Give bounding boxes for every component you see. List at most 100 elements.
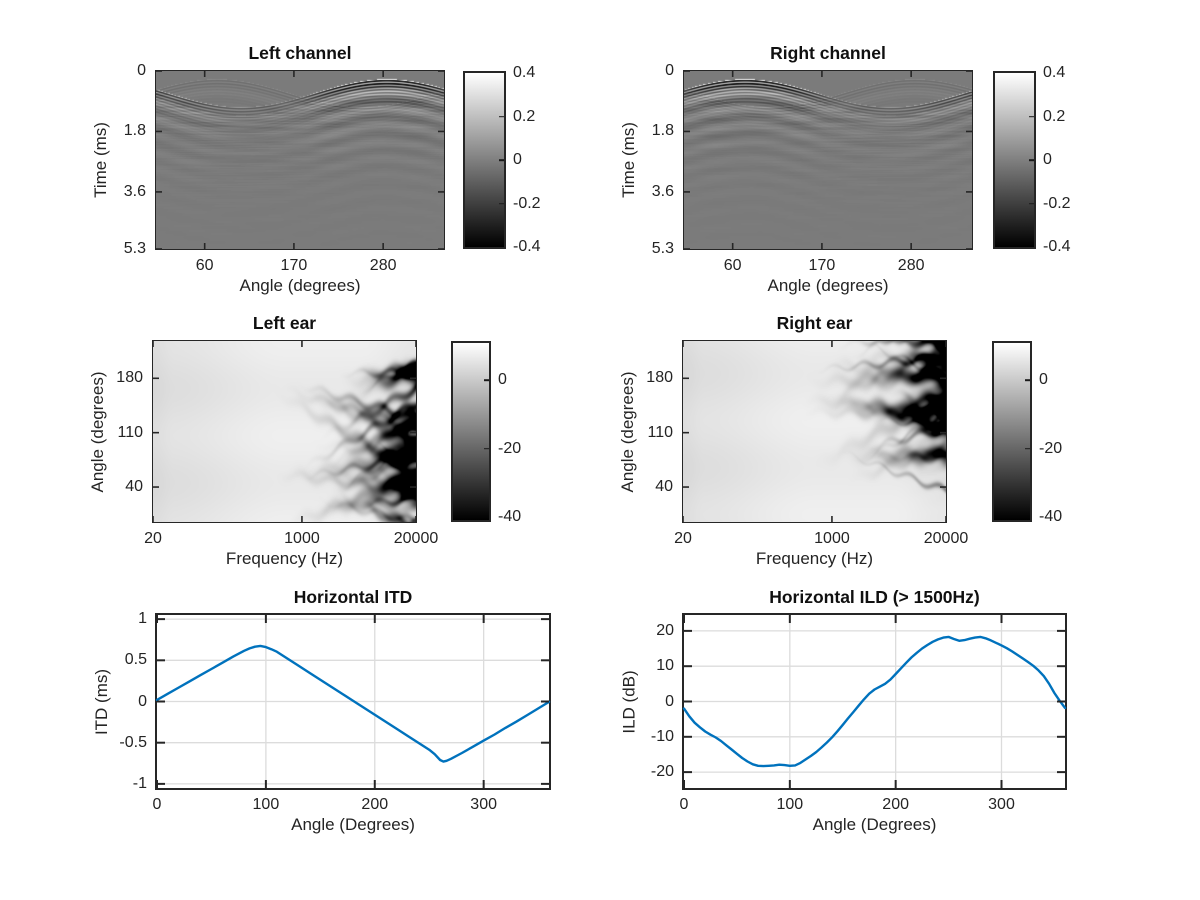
colorbar-tick-label: 0.4 <box>513 64 536 81</box>
colorbar-tick-mark <box>1025 447 1030 450</box>
left-channel-axes-overlay <box>156 70 444 250</box>
right-ear-axes-overlay <box>682 341 947 522</box>
x-tick-label: 60 <box>195 257 214 274</box>
colorbar-tick-label: -0.2 <box>1043 194 1071 212</box>
colorbar-tick-label: -40 <box>1039 507 1063 525</box>
plot-title: Left channel <box>248 43 352 63</box>
y-tick-label: 0 <box>665 692 674 710</box>
colorbar-tick-label: -0.4 <box>513 238 541 255</box>
x-tick-label: 100 <box>252 796 280 813</box>
subplot-right-channel: Right channel Angle (degrees) Time (ms) … <box>619 43 1071 295</box>
right-ear-colorbar: 0 -20 -40 <box>992 341 1062 525</box>
x-tick-label: 280 <box>897 257 925 274</box>
y-tick-label: 0.5 <box>124 651 147 669</box>
x-tick-label: 300 <box>470 796 498 813</box>
x-axis-label: Angle (Degrees) <box>291 815 415 834</box>
y-axis-label: Angle (degrees) <box>88 371 107 492</box>
colorbar-tick-mark <box>1029 159 1034 161</box>
y-tick-label: 5.3 <box>123 240 146 257</box>
left-channel-heatmap <box>156 71 444 249</box>
subplot-left-ear: Left ear Frequency (Hz) Angle (degrees) … <box>88 313 521 568</box>
colorbar-tick-label: -40 <box>498 507 522 525</box>
colorbar-tick-label: 0 <box>1039 371 1048 389</box>
y-tick-label: 10 <box>656 657 674 675</box>
x-tick-label: 170 <box>808 257 836 274</box>
y-tick-label: 20 <box>656 621 674 639</box>
x-tick-label: 100 <box>776 796 804 813</box>
plot-title: Left ear <box>252 313 317 333</box>
colorbar-tick-label: 0 <box>498 371 507 389</box>
y-tick-label: 180 <box>646 369 673 387</box>
colorbar-tick-mark <box>484 379 489 382</box>
y-tick-label: -0.5 <box>119 733 147 751</box>
x-tick-label: 20000 <box>923 530 969 547</box>
y-tick-label: 5.3 <box>651 240 674 257</box>
y-axis-label: ILD (dB) <box>619 669 638 734</box>
horizontal-itd-curve <box>155 644 551 763</box>
x-tick-label: 1000 <box>284 530 320 547</box>
itd-plot-svg <box>155 615 551 788</box>
colorbar-tick-label: -20 <box>1039 439 1063 457</box>
colorbar-tick-mark <box>499 115 504 118</box>
x-tick-label: 1000 <box>814 530 850 547</box>
left-ear-heatmap <box>153 341 416 522</box>
colorbar-tick-label: 0.2 <box>1043 107 1066 125</box>
x-tick-label: 200 <box>361 796 389 813</box>
colorbar-tick-mark <box>1029 202 1034 205</box>
x-tick-label: 170 <box>280 257 308 274</box>
x-axis-label: Angle (degrees) <box>239 276 361 295</box>
right-channel-heatmap <box>684 71 972 249</box>
plot-title: Right ear <box>776 313 853 333</box>
x-tick-label: 200 <box>882 796 910 813</box>
ild-plot-svg <box>682 615 1067 788</box>
y-tick-label: 3.6 <box>123 182 146 200</box>
y-tick-label: 1 <box>138 610 147 628</box>
x-tick-label: 20000 <box>393 530 439 547</box>
y-tick-label: -10 <box>650 727 674 745</box>
colorbar-tick-mark <box>1025 379 1030 382</box>
colorbar-tick-label: 0 <box>513 151 522 168</box>
y-tick-label: 40 <box>125 478 143 496</box>
x-tick-label: 20 <box>674 530 692 547</box>
y-tick-label: -1 <box>132 774 147 792</box>
y-tick-label: 180 <box>116 369 143 387</box>
colorbar-tick-label: -20 <box>498 439 522 457</box>
subplot-left-channel: Left channel Angle (degrees) Time (ms) 0… <box>91 43 541 295</box>
y-tick-label: 0 <box>137 62 146 79</box>
y-tick-label: 40 <box>655 478 673 496</box>
right-channel-colorbar: 0.4 0.2 0 -0.2 -0.4 <box>993 64 1071 255</box>
colorbar-tick-label: 0.2 <box>513 107 536 125</box>
y-tick-label: 1.8 <box>123 122 146 140</box>
x-tick-label: 60 <box>723 257 742 274</box>
subplot-horizontal-ild: Horizontal ILD (> 1500Hz) Angle (Degrees… <box>619 587 1067 834</box>
y-axis-label: ITD (ms) <box>92 668 111 735</box>
y-tick-label: -20 <box>650 763 674 781</box>
x-tick-label: 0 <box>152 796 162 813</box>
y-tick-label: 1.8 <box>651 122 674 140</box>
x-axis-label: Frequency (Hz) <box>755 549 874 568</box>
subplot-horizontal-itd: Horizontal ITD Angle (Degrees) ITD (ms) … <box>92 587 551 834</box>
plot-title: Horizontal ITD <box>293 587 413 607</box>
plot-title: Right channel <box>770 43 886 63</box>
colorbar-tick-label: 0.4 <box>1043 64 1066 81</box>
x-tick-label: 20 <box>144 530 162 547</box>
colorbar-tick-mark <box>499 159 504 161</box>
y-tick-label: 0 <box>665 62 674 79</box>
x-axis-label: Angle (Degrees) <box>812 815 937 834</box>
colorbar-tick-mark <box>499 202 504 205</box>
colorbar-tick-label: -0.2 <box>513 194 541 212</box>
colorbar-tick-label: 0 <box>1043 151 1052 168</box>
y-axis-label: Time (ms) <box>619 122 638 198</box>
x-tick-label: 300 <box>988 796 1015 813</box>
horizontal-ild-curve <box>682 635 1067 768</box>
y-axis-label: Angle (degrees) <box>618 371 637 492</box>
y-tick-label: 110 <box>117 423 143 441</box>
right-ear-heatmap <box>683 341 946 522</box>
x-tick-label: 0 <box>679 796 689 813</box>
colorbar-tick-label: -0.4 <box>1043 238 1071 255</box>
colorbar-tick-mark <box>484 447 489 450</box>
left-ear-axes-overlay <box>152 341 417 522</box>
x-tick-label: 280 <box>369 257 397 274</box>
left-ear-colorbar: 0 -20 -40 <box>451 341 521 525</box>
